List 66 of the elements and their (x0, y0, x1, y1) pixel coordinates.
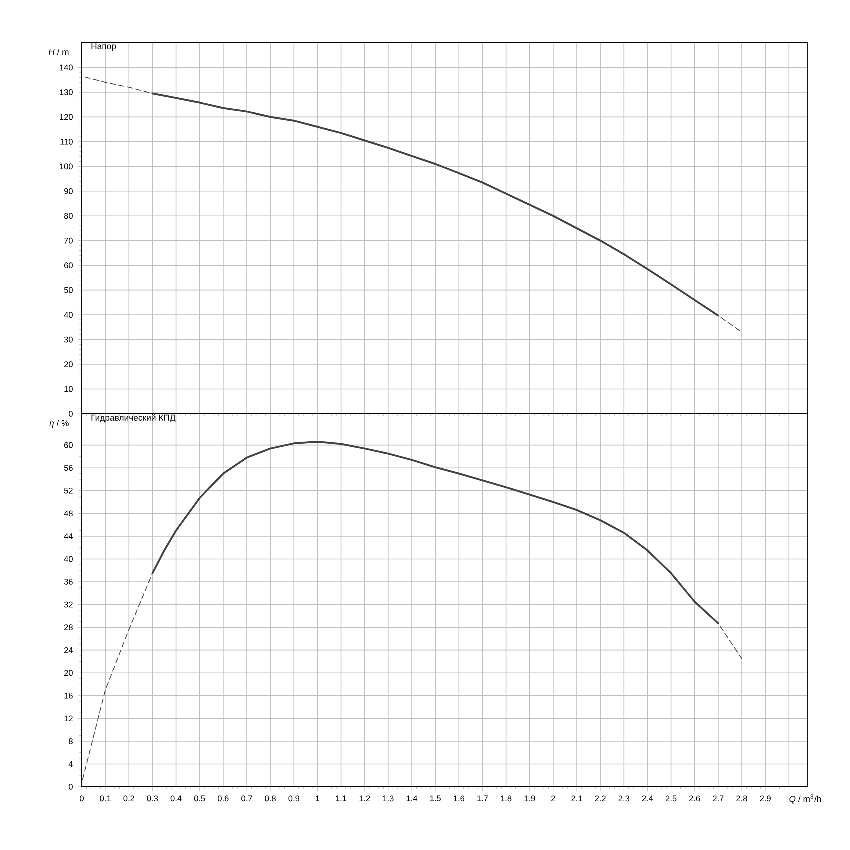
x-tick-label: 1.2 (360, 796, 370, 802)
x-tick-label: 2.9 (760, 796, 771, 802)
y-tick-label: 16 (64, 692, 73, 699)
x-tick-label: 1.6 (454, 796, 465, 802)
y-tick-label: 80 (64, 213, 73, 220)
y-tick-label: 10 (64, 386, 73, 392)
y-tick-label: 48 (64, 510, 73, 517)
chart-title: Напор (92, 43, 116, 52)
x-tick-label: 1 (316, 796, 320, 802)
x-tick-label: 0.9 (288, 796, 300, 802)
y-tick-label: 4 (68, 761, 74, 768)
x-tick-label: 1.5 (430, 796, 441, 802)
x-tick-label: 2.1 (572, 796, 582, 802)
y-tick-label: 60 (64, 442, 73, 448)
y-tick-label: 60 (64, 262, 73, 269)
y-axis-title: η / % (50, 420, 69, 428)
x-tick-label: 2.3 (618, 796, 630, 802)
y-tick-label: 30 (64, 336, 73, 343)
y-tick-label: 44 (64, 534, 74, 540)
y-tick-label: 20 (64, 362, 73, 368)
x-tick-label: 1.8 (501, 796, 512, 802)
x-tick-label: 0.4 (170, 796, 182, 802)
y-tick-label: 20 (64, 670, 73, 676)
chart-title: Гидравлический КПД (92, 414, 176, 423)
y-tick-label: 40 (64, 556, 73, 562)
y-tick-label: 140 (60, 64, 73, 71)
x-tick-label: 0.2 (124, 796, 134, 802)
x-tick-label: 1.4 (406, 796, 418, 802)
x-tick-label: 0.6 (218, 796, 229, 802)
x-tick-label: 2.2 (595, 796, 606, 802)
x-tick-label: 2.8 (736, 796, 748, 802)
y-tick-label: 0 (69, 784, 73, 790)
x-tick-label: 0.3 (147, 796, 158, 802)
x-tick-label: 0 (80, 796, 84, 802)
x-tick-label: 2.7 (713, 796, 724, 802)
y-tick-label: 50 (64, 287, 73, 294)
x-tick-label: 2.4 (642, 796, 654, 802)
x-tick-label: 0.1 (100, 796, 111, 802)
y-tick-label: 0 (69, 411, 73, 417)
y-tick-label: 90 (64, 188, 73, 194)
y-tick-label: 110 (60, 139, 73, 145)
x-tick-label: 0.7 (242, 796, 252, 802)
y-tick-label: 32 (64, 602, 73, 608)
x-tick-label: 0.8 (265, 796, 276, 802)
x-tick-label: 2.5 (666, 796, 677, 802)
y-tick-label: 40 (64, 312, 73, 318)
y-tick-label: 70 (64, 238, 73, 244)
x-tick-label: 2.6 (690, 796, 700, 802)
y-tick-label: 130 (60, 90, 73, 96)
x-tick-label: 1.3 (383, 796, 394, 802)
y-tick-label: 56 (64, 465, 73, 472)
y-tick-label: 24 (64, 647, 74, 654)
y-tick-label: 36 (64, 579, 73, 585)
x-tick-label: 2 (552, 796, 556, 802)
y-tick-label: 120 (60, 114, 73, 120)
x-tick-label: 0.5 (194, 796, 206, 802)
y-tick-label: 100 (60, 164, 73, 170)
x-tick-label: 1.7 (478, 796, 488, 802)
y-tick-label: 52 (64, 488, 73, 494)
y-axis-title: H / m (48, 49, 69, 56)
y-tick-label: 28 (64, 624, 73, 630)
x-tick-label: 1.1 (336, 796, 347, 802)
x-tick-label: 1.9 (524, 796, 536, 802)
y-tick-label: 8 (69, 738, 73, 744)
x-axis-title: Q / m$^{3}$/h (790, 794, 822, 804)
y-tick-label: 12 (64, 716, 73, 722)
